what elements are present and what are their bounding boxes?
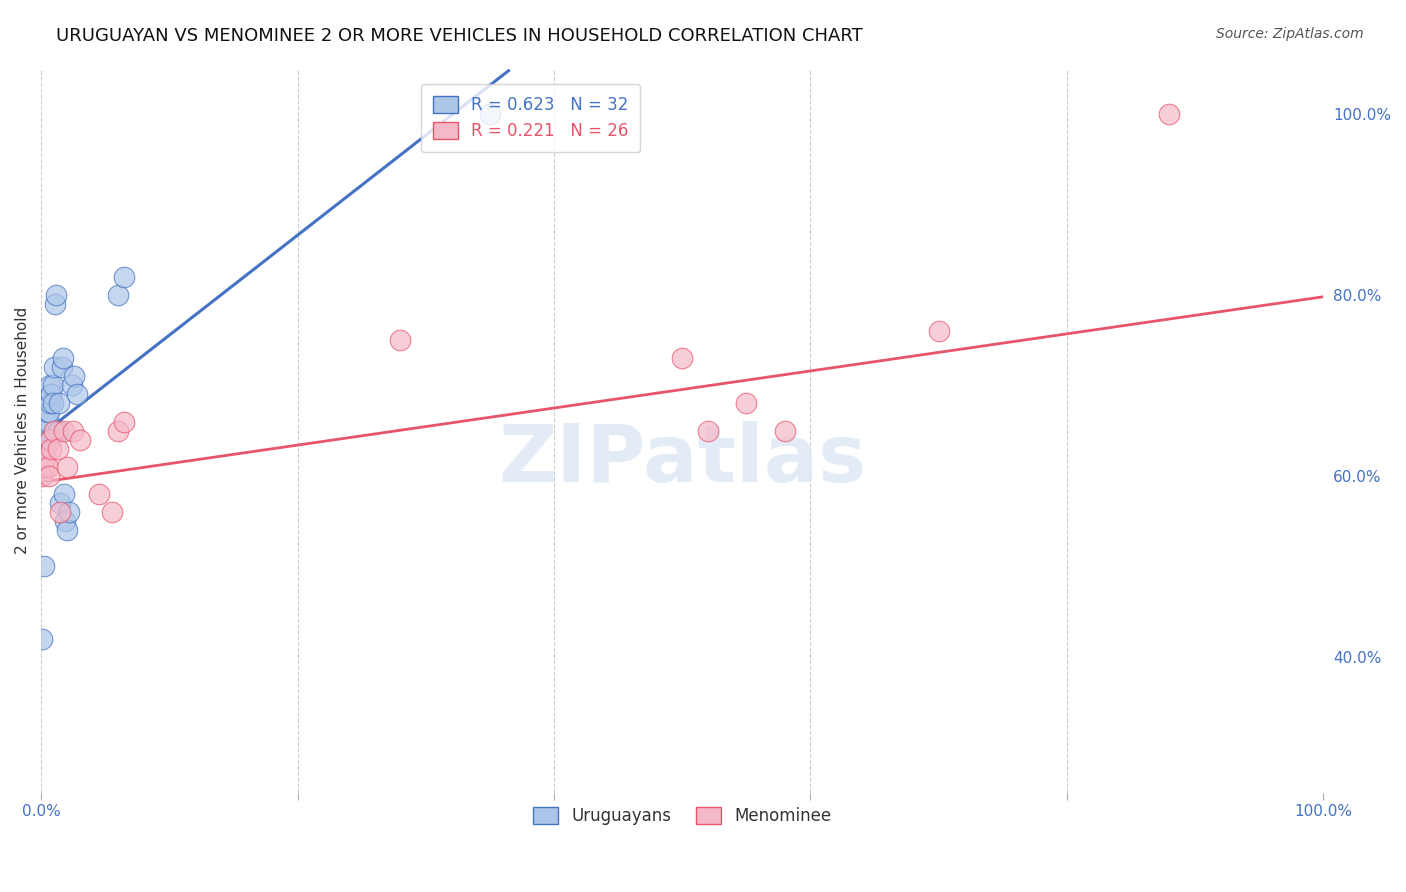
- Point: [48, 396, 70, 410]
- Point: [49, 496, 72, 510]
- Point: [46, 442, 69, 456]
- Point: [45, 288, 67, 302]
- Point: [60, 378, 83, 392]
- Point: [58, 505, 80, 519]
- Point: [773, 424, 796, 438]
- Point: [44, 297, 66, 311]
- Point: [41, 442, 63, 456]
- Point: [389, 333, 412, 347]
- Point: [31, 632, 53, 646]
- Point: [1159, 107, 1181, 121]
- Point: [31, 468, 53, 483]
- Point: [41, 396, 63, 410]
- Point: [55, 523, 77, 537]
- Point: [35, 433, 58, 447]
- Point: [34, 450, 56, 465]
- Point: [928, 324, 950, 338]
- Point: [39, 396, 62, 410]
- Point: [66, 387, 89, 401]
- Point: [107, 424, 129, 438]
- Point: [51, 360, 73, 375]
- Text: Source: ZipAtlas.com: Source: ZipAtlas.com: [1216, 27, 1364, 41]
- Point: [38, 433, 60, 447]
- Point: [53, 487, 76, 501]
- Point: [114, 415, 136, 429]
- Point: [37, 405, 59, 419]
- Point: [55, 514, 77, 528]
- Point: [41, 387, 63, 401]
- Point: [39, 378, 62, 392]
- Point: [100, 505, 122, 519]
- Point: [35, 424, 58, 438]
- Point: [107, 288, 129, 302]
- Point: [38, 468, 60, 483]
- Point: [46, 424, 69, 438]
- Point: [38, 405, 60, 419]
- Point: [53, 424, 76, 438]
- Point: [37, 415, 59, 429]
- Text: URUGUAYAN VS MENOMINEE 2 OR MORE VEHICLES IN HOUSEHOLD CORRELATION CHART: URUGUAYAN VS MENOMINEE 2 OR MORE VEHICLE…: [56, 27, 863, 45]
- Point: [671, 351, 693, 366]
- Point: [32, 459, 55, 474]
- Point: [87, 487, 110, 501]
- Text: ZIPatlas: ZIPatlas: [498, 420, 866, 499]
- Point: [32, 559, 55, 574]
- Point: [41, 378, 63, 392]
- Point: [114, 269, 136, 284]
- Y-axis label: 2 or more Vehicles in Household: 2 or more Vehicles in Household: [15, 307, 30, 554]
- Point: [55, 459, 77, 474]
- Point: [37, 459, 59, 474]
- Point: [42, 360, 65, 375]
- Point: [63, 369, 86, 384]
- Point: [478, 107, 501, 121]
- Point: [34, 442, 56, 456]
- Point: [49, 505, 72, 519]
- Point: [52, 351, 75, 366]
- Point: [735, 396, 758, 410]
- Legend: Uruguayans, Menominee: Uruguayans, Menominee: [523, 797, 842, 835]
- Point: [69, 433, 91, 447]
- Point: [62, 424, 84, 438]
- Point: [39, 433, 62, 447]
- Point: [42, 424, 65, 438]
- Point: [696, 424, 718, 438]
